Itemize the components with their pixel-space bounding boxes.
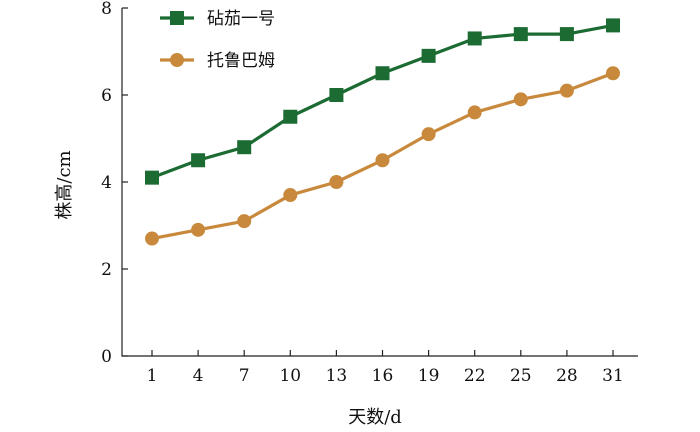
- data-point: [145, 231, 159, 246]
- data-point: [421, 48, 436, 63]
- data-point: [513, 27, 528, 42]
- y-tick-label: 8: [101, 0, 112, 19]
- data-point: [283, 109, 298, 124]
- data-point: [145, 170, 159, 185]
- x-tick-label: 4: [193, 366, 204, 386]
- series-layer: [145, 18, 620, 246]
- y-tick-label: 6: [101, 86, 112, 106]
- x-tick-label: 1: [147, 366, 158, 386]
- data-point: [191, 222, 206, 237]
- axes-layer: 0 2 4 6 8 1 4 7 10 13 16 19 22 25 28 31: [101, 0, 638, 386]
- series-2: [145, 66, 620, 246]
- data-point: [237, 214, 252, 229]
- x-tick-label: 28: [556, 366, 578, 386]
- data-point: [237, 140, 252, 155]
- x-tick-label: 13: [326, 366, 348, 386]
- axis-frame: [121, 8, 638, 357]
- y-tick-label: 2: [101, 260, 112, 280]
- x-tick-label: 10: [279, 366, 301, 386]
- legend-entry: 砧茄一号: [160, 9, 275, 29]
- legend-label: 砧茄一号: [207, 9, 275, 29]
- legend-label: 托鲁巴姆: [207, 51, 275, 71]
- data-point: [329, 88, 344, 102]
- x-tick-label: 16: [372, 366, 394, 386]
- x-tick-label: 25: [510, 366, 532, 386]
- x-tick-label: 7: [239, 366, 250, 386]
- data-point: [375, 153, 390, 168]
- y-tick-label: 4: [101, 173, 112, 193]
- data-point: [606, 18, 620, 33]
- data-point: [375, 66, 390, 81]
- data-point: [421, 127, 436, 142]
- data-point: [559, 27, 574, 42]
- x-tick-label: 19: [418, 366, 440, 386]
- data-point: [606, 66, 620, 81]
- legend-entry: 托鲁巴姆: [160, 51, 275, 71]
- legend-marker: [170, 11, 184, 25]
- data-point: [191, 153, 206, 168]
- data-point: [513, 92, 528, 107]
- data-point: [467, 31, 482, 46]
- data-point: [283, 188, 298, 203]
- data-point: [329, 175, 344, 189]
- data-point: [467, 105, 482, 120]
- y-tick-label: 0: [101, 347, 112, 367]
- series-1: [145, 18, 620, 185]
- x-tick-label: 22: [464, 366, 486, 386]
- axis-titles: 天数/d 株高/cm: [54, 150, 402, 428]
- data-point: [559, 83, 574, 98]
- x-tick-label: 31: [602, 366, 624, 386]
- legend-marker: [170, 53, 184, 67]
- x-axis-title: 天数/d: [348, 407, 402, 428]
- y-axis-title: 株高/cm: [54, 150, 75, 219]
